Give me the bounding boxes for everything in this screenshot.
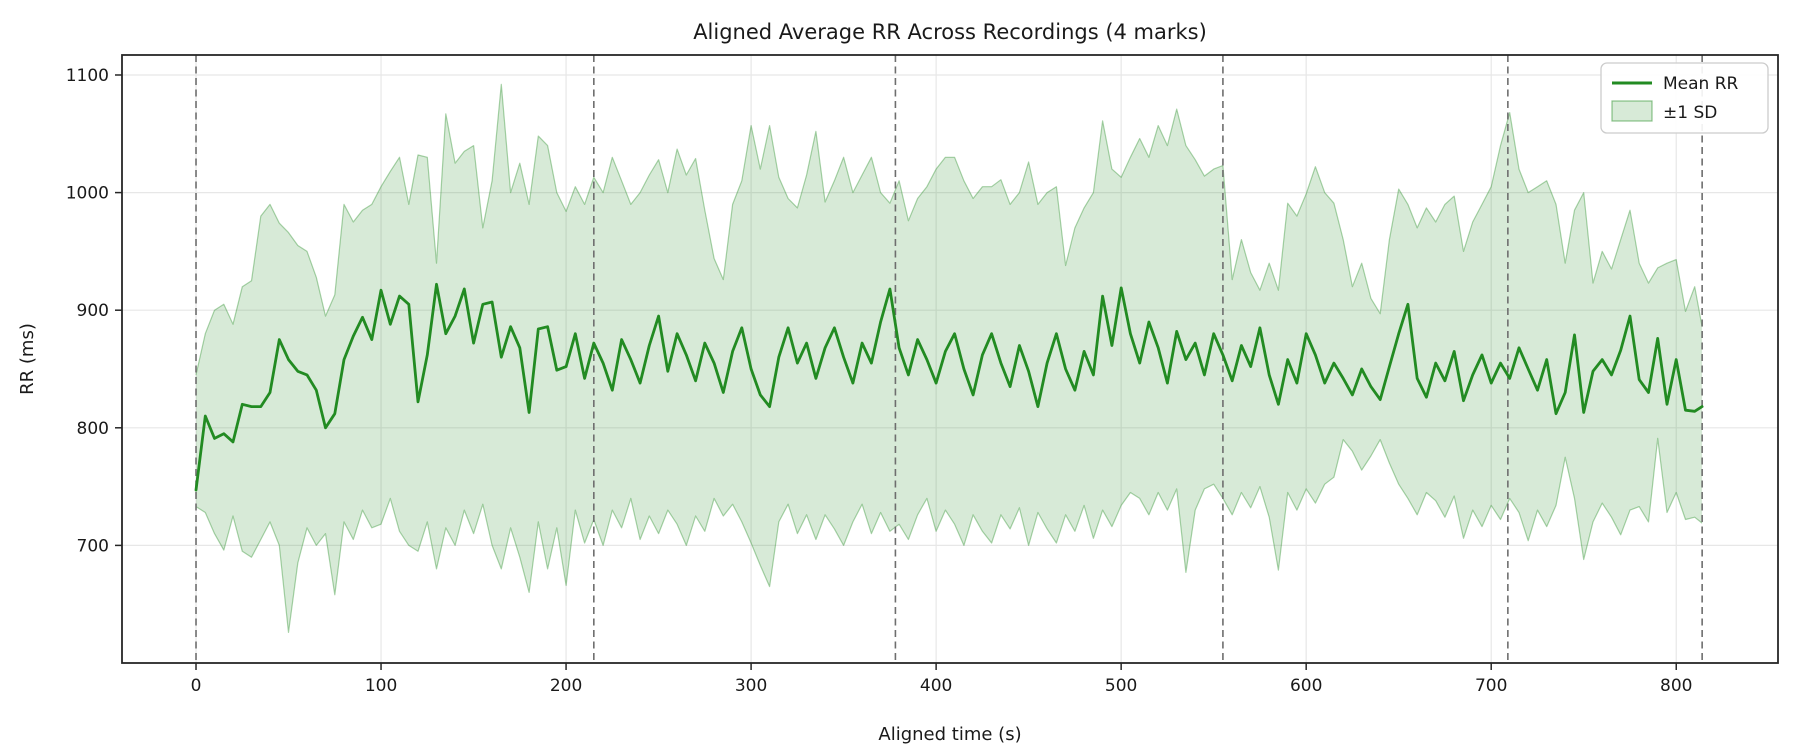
- x-tick-label: 200: [550, 676, 582, 696]
- chart-title: Aligned Average RR Across Recordings (4 …: [693, 20, 1207, 44]
- x-tick-label: 100: [365, 676, 397, 696]
- y-tick-label: 1000: [66, 184, 109, 204]
- legend-patch-swatch: [1611, 100, 1653, 122]
- legend-box: [1600, 62, 1769, 134]
- sd-band-lower-edge: [195, 437, 1703, 633]
- legend: Mean RR ±1 SD: [1600, 62, 1769, 134]
- y-tick-label: 800: [77, 419, 109, 439]
- x-axis-label: Aligned time (s): [878, 724, 1021, 745]
- x-tick-label: 300: [735, 676, 767, 696]
- plot-area: 0 100 200 300 400 500 600 700 800 700 800 900 1000 11…: [66, 54, 1779, 696]
- legend-label-mean-rr: Mean RR: [1663, 74, 1739, 94]
- x-tick-label: 400: [920, 676, 952, 696]
- x-tick-label: 700: [1475, 676, 1507, 696]
- legend-label-sd: ±1 SD: [1663, 103, 1717, 123]
- y-tick-label: 1100: [66, 66, 109, 86]
- mean-rr-line: [194, 282, 1704, 492]
- x-tick-label: 500: [1105, 676, 1137, 696]
- y-tick-label: 900: [77, 301, 109, 321]
- sd-band: [196, 84, 1703, 633]
- y-axis-label: RR (ms): [17, 323, 38, 395]
- x-tick-label: 0: [191, 676, 202, 696]
- x-tick-label: 800: [1660, 676, 1692, 696]
- y-tick-label: 700: [77, 536, 109, 556]
- axes-frame: [121, 54, 1779, 664]
- x-tick-label: 600: [1290, 676, 1322, 696]
- sd-band-upper-edge: [195, 83, 1703, 376]
